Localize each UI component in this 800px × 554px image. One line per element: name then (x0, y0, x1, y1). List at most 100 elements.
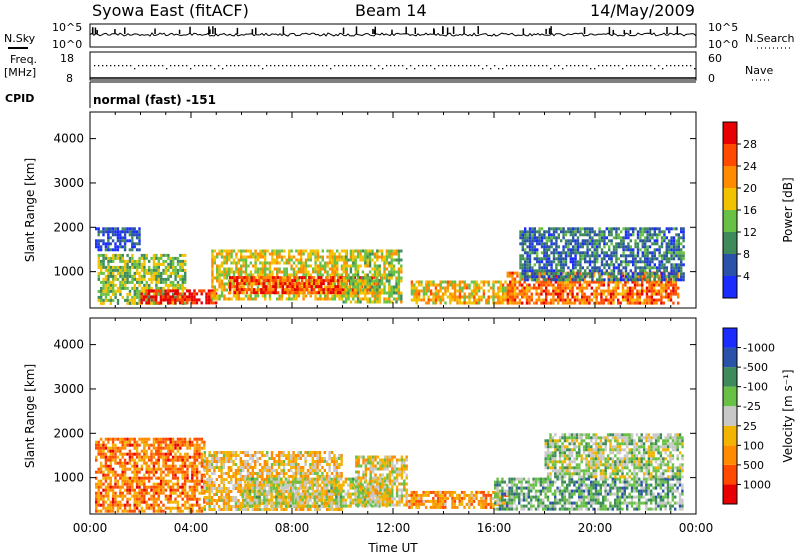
heatmap-cell (559, 283, 562, 287)
heatmap-cell (121, 440, 124, 444)
heatmap-cell (140, 494, 144, 498)
heatmap-cell (336, 264, 339, 268)
heatmap-cell (605, 295, 608, 299)
heatmap-cell (388, 261, 391, 265)
heatmap-cell (562, 245, 565, 249)
heatmap-cell (159, 509, 163, 513)
heatmap-cell (571, 286, 574, 290)
heatmap-cell (470, 280, 474, 284)
heatmap-cell (576, 260, 580, 264)
heatmap-cell (107, 455, 110, 459)
heatmap-cell (596, 248, 599, 252)
heatmap-cell (380, 282, 384, 286)
heatmap-cell (186, 443, 189, 447)
heatmap-cell (646, 260, 649, 264)
heatmap-cell (383, 255, 386, 259)
heatmap-cell (521, 277, 524, 281)
heatmap-cell (235, 264, 238, 268)
heatmap-cell (297, 294, 300, 298)
heatmap-cell (95, 497, 98, 501)
heatmap-cell (107, 245, 110, 249)
heatmap-cell (545, 278, 548, 282)
heatmap-cell (648, 289, 651, 293)
heatmap-cell (116, 277, 120, 281)
heatmap-cell (254, 255, 257, 259)
heatmap-cell (126, 479, 129, 483)
heatmap-cell (302, 294, 305, 298)
heatmap-cell (126, 271, 129, 275)
heatmap-cell (390, 285, 393, 289)
heatmap-cell (164, 473, 168, 477)
heatmap-cell (331, 297, 334, 301)
heatmap-cell (281, 288, 285, 292)
heatmap-cell (138, 458, 141, 462)
freq-dot (210, 65, 212, 67)
heatmap-cell (427, 286, 430, 290)
heatmap-cell (131, 437, 134, 441)
heatmap-cell (252, 273, 255, 277)
heatmap-cell (157, 488, 160, 492)
heatmap-cell (395, 279, 398, 283)
heatmap-cell (610, 269, 613, 273)
heatmap-cell (157, 452, 160, 456)
heatmap-cell (290, 264, 293, 268)
heatmap-cell (290, 258, 293, 262)
heatmap-cell (169, 458, 172, 462)
heatmap-cell (675, 263, 678, 267)
heatmap-cell (598, 233, 601, 237)
heatmap-cell (572, 275, 575, 279)
freq-dot (254, 65, 256, 67)
heatmap-cell (352, 291, 355, 295)
heatmap-cell (157, 455, 160, 459)
heatmap-cell (225, 276, 228, 280)
heatmap-cell (223, 249, 226, 253)
heatmap-cell (482, 292, 486, 296)
heatmap-cell (176, 503, 180, 507)
heatmap-cell (615, 248, 618, 252)
heatmap-cell (116, 503, 120, 507)
heatmap-cell (658, 230, 661, 234)
heatmap-cell (531, 251, 534, 255)
heatmap-cell (336, 288, 340, 292)
heatmap-cell (131, 239, 134, 243)
heatmap-cell (102, 271, 105, 275)
heatmap-cell (223, 270, 226, 274)
heatmap-cell (131, 245, 134, 249)
heatmap-cell (203, 491, 206, 495)
heatmap-cell (371, 252, 374, 256)
heatmap-cell (347, 288, 350, 292)
heatmap-cell (567, 245, 570, 249)
heatmap-cell (615, 266, 618, 270)
heatmap-cell (675, 251, 678, 255)
heatmap-cell (133, 506, 136, 510)
heatmap-cell (316, 249, 320, 253)
heatmap-cell (123, 488, 127, 492)
heatmap-cell (526, 260, 529, 264)
freq-dot (330, 68, 332, 70)
heatmap-cell (247, 249, 250, 253)
heatmap-cell (392, 297, 396, 301)
heatmap-cell (136, 292, 139, 296)
heatmap-cell (238, 282, 241, 286)
heatmap-cell (126, 488, 129, 492)
heatmap-cell (155, 262, 158, 266)
heatmap-cell (266, 267, 269, 271)
heatmap-cell (390, 252, 393, 256)
heatmap-cell (123, 440, 127, 444)
heatmap-cell (588, 301, 591, 305)
heatmap-cell (304, 249, 308, 253)
heatmap-cell (169, 262, 172, 266)
heatmap-cell (581, 227, 584, 231)
heatmap-cell (342, 255, 345, 259)
freq-dot (234, 65, 236, 67)
heatmap-cell (126, 227, 129, 231)
heatmap-cell (626, 286, 629, 290)
heatmap-cell (223, 258, 226, 262)
heatmap-cell (102, 227, 105, 231)
heatmap-cell (470, 292, 474, 296)
heatmap-cell (626, 295, 629, 299)
heatmap-cell (97, 274, 100, 278)
heatmap-cell (378, 300, 381, 304)
heatmap-cell (191, 440, 194, 444)
heatmap-cell (385, 261, 389, 265)
